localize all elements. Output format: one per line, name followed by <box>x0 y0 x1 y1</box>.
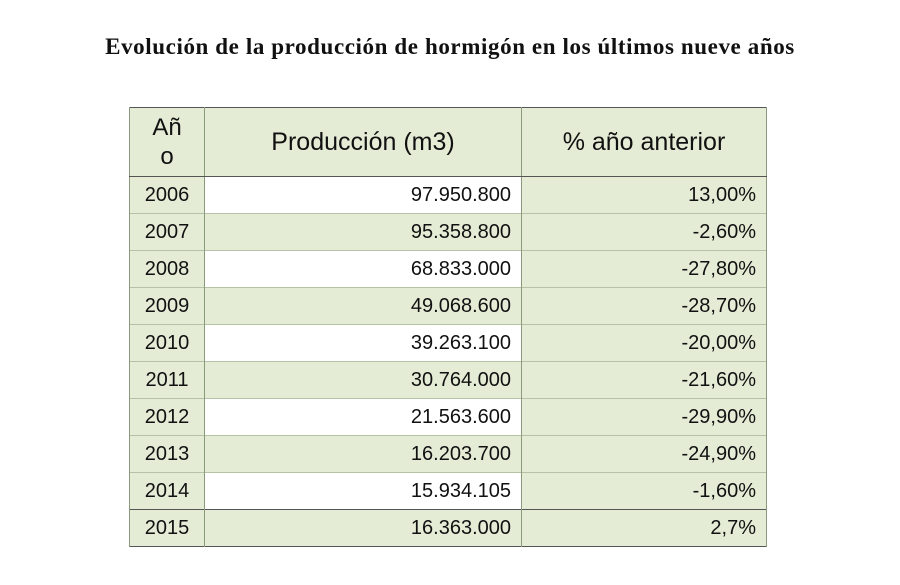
table-row: 2012 21.563.600 -29,90% <box>129 398 767 436</box>
cell-change: -1,60% <box>521 472 767 510</box>
cell-production: 68.833.000 <box>204 250 522 288</box>
cell-year: 2015 <box>129 509 205 547</box>
cell-change: 2,7% <box>521 509 767 547</box>
cell-year: 2008 <box>129 250 205 288</box>
cell-change: -29,90% <box>521 398 767 436</box>
header-production: Producción (m3) <box>204 107 522 177</box>
table-row: 2013 16.203.700 -24,90% <box>129 435 767 473</box>
cell-year: 2012 <box>129 398 205 436</box>
table-row: 2010 39.263.100 -20,00% <box>129 324 767 362</box>
cell-change: -20,00% <box>521 324 767 362</box>
production-table: Año Producción (m3) % año anterior 2006 … <box>129 107 767 547</box>
cell-production: 49.068.600 <box>204 287 522 325</box>
cell-change: -27,80% <box>521 250 767 288</box>
cell-production: 21.563.600 <box>204 398 522 436</box>
table-row: 2011 30.764.000 -21,60% <box>129 361 767 399</box>
cell-change: 13,00% <box>521 176 767 214</box>
table-row: 2006 97.950.800 13,00% <box>129 176 767 214</box>
cell-production: 16.203.700 <box>204 435 522 473</box>
cell-production: 16.363.000 <box>204 509 522 547</box>
cell-production: 97.950.800 <box>204 176 522 214</box>
table-row: 2009 49.068.600 -28,70% <box>129 287 767 325</box>
cell-production: 39.263.100 <box>204 324 522 362</box>
cell-change: -28,70% <box>521 287 767 325</box>
table-row: 2008 68.833.000 -27,80% <box>129 250 767 288</box>
header-year: Año <box>129 107 205 177</box>
cell-production: 15.934.105 <box>204 472 522 510</box>
cell-change: -24,90% <box>521 435 767 473</box>
cell-year: 2009 <box>129 287 205 325</box>
cell-change: -2,60% <box>521 213 767 251</box>
cell-year: 2010 <box>129 324 205 362</box>
cell-year: 2014 <box>129 472 205 510</box>
header-change: % año anterior <box>521 107 767 177</box>
table-row: 2015 16.363.000 2,7% <box>129 509 767 547</box>
table-header-row: Año Producción (m3) % año anterior <box>129 107 767 177</box>
cell-year: 2007 <box>129 213 205 251</box>
page-title: Evolución de la producción de hormigón e… <box>105 34 795 59</box>
table-row: 2007 95.358.800 -2,60% <box>129 213 767 251</box>
cell-year: 2013 <box>129 435 205 473</box>
cell-year: 2011 <box>129 361 205 399</box>
cell-production: 30.764.000 <box>204 361 522 399</box>
cell-year: 2006 <box>129 176 205 214</box>
cell-production: 95.358.800 <box>204 213 522 251</box>
table-row: 2014 15.934.105 -1,60% <box>129 472 767 510</box>
cell-change: -21,60% <box>521 361 767 399</box>
